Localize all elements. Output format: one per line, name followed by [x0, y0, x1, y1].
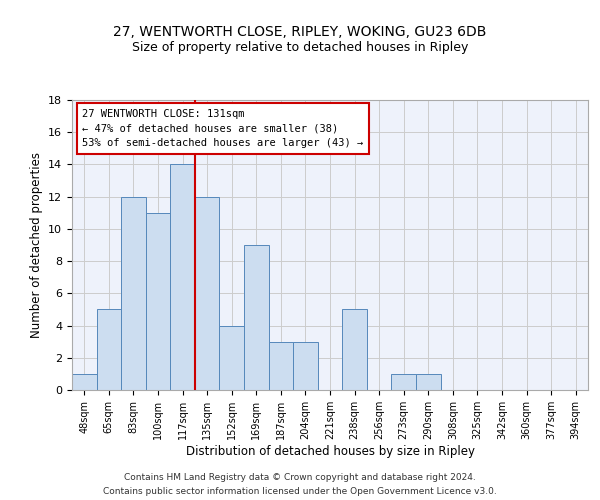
Bar [121, 196, 146, 390]
Text: 27 WENTWORTH CLOSE: 131sqm
← 47% of detached houses are smaller (38)
53% of semi: 27 WENTWORTH CLOSE: 131sqm ← 47% of deta… [82, 108, 364, 148]
Bar [391, 374, 416, 390]
Bar [269, 342, 293, 390]
Text: 27, WENTWORTH CLOSE, RIPLEY, WOKING, GU23 6DB: 27, WENTWORTH CLOSE, RIPLEY, WOKING, GU2… [113, 26, 487, 40]
Bar [342, 310, 367, 390]
Bar [195, 196, 220, 390]
X-axis label: Distribution of detached houses by size in Ripley: Distribution of detached houses by size … [185, 444, 475, 458]
Bar [72, 374, 97, 390]
Bar [220, 326, 244, 390]
Text: Contains public sector information licensed under the Open Government Licence v3: Contains public sector information licen… [103, 486, 497, 496]
Bar [293, 342, 318, 390]
Bar [416, 374, 440, 390]
Bar [146, 213, 170, 390]
Text: Size of property relative to detached houses in Ripley: Size of property relative to detached ho… [132, 41, 468, 54]
Y-axis label: Number of detached properties: Number of detached properties [29, 152, 43, 338]
Bar [170, 164, 195, 390]
Bar [244, 245, 269, 390]
Text: Contains HM Land Registry data © Crown copyright and database right 2024.: Contains HM Land Registry data © Crown c… [124, 473, 476, 482]
Bar [97, 310, 121, 390]
